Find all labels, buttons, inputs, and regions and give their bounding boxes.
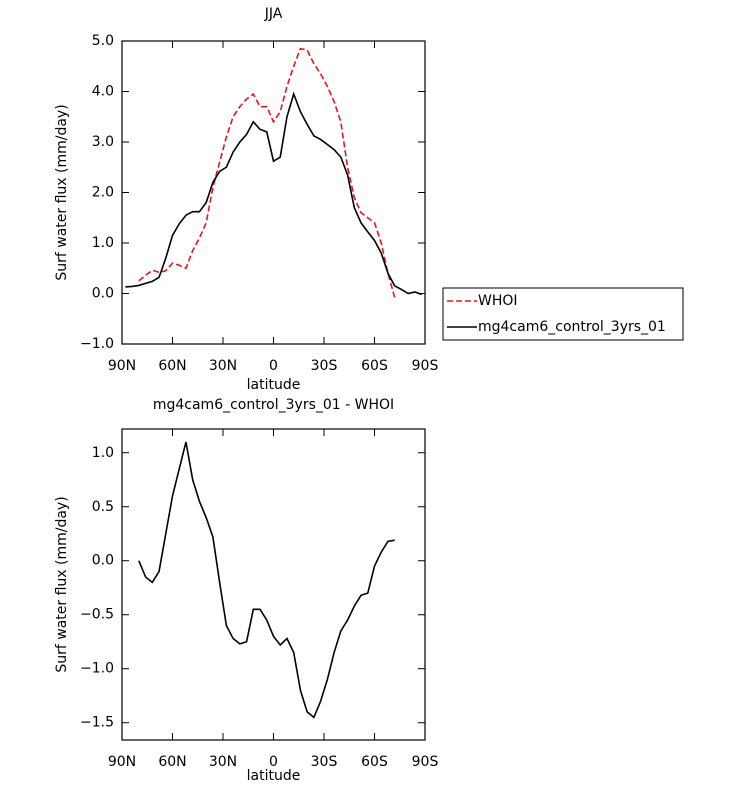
chart-title: JJA [264,6,283,22]
y-tick-label: 3.0 [92,134,114,150]
data-line [138,47,396,298]
x-tick-label: 0 [269,358,278,374]
plot-frame [121,40,426,345]
y-axis-label: Surf water flux (mm/day) [54,104,70,280]
x-tick-label: 60N [158,358,186,374]
x-tick-label: 30S [311,754,338,770]
x-tick-label: 90S [412,754,439,770]
data-line [138,441,395,719]
y-tick-label: −1.0 [80,661,114,677]
x-tick-label: 0 [269,754,278,770]
x-tick-label: 60N [158,754,186,770]
plot-frame [121,428,426,741]
y-tick-label: 2.0 [92,185,114,201]
y-tick-label: 1.0 [92,445,114,461]
x-axis-label: latitude [247,768,301,784]
x-tick-label: 90N [108,754,136,770]
y-tick-label: 4.0 [92,84,114,100]
y-tick-label: 0.0 [92,553,114,569]
x-tick-label: 30N [209,754,237,770]
x-tick-label: 60S [361,358,388,374]
y-tick-label: 1.0 [92,235,114,251]
y-tick-label: −1.0 [80,336,114,352]
x-tick-label: 60S [361,754,388,770]
chart-title: mg4cam6_control_3yrs_01 - WHOI [153,397,394,413]
x-tick-label: 30N [209,358,237,374]
data-line [125,91,422,296]
legend-label: mg4cam6_control_3yrs_01 [478,319,666,335]
y-tick-label: −1.5 [80,715,114,731]
y-tick-label: 0.5 [92,499,114,515]
x-axis-label: latitude [247,377,301,393]
x-tick-label: 90N [108,358,136,374]
y-tick-label: −0.5 [80,607,114,623]
legend-label: WHOI [478,293,518,309]
y-tick-label: 5.0 [92,33,114,49]
x-tick-label: 90S [412,358,439,374]
legend-box [442,287,684,341]
y-axis-label: Surf water flux (mm/day) [54,496,70,672]
y-tick-label: 0.0 [92,286,114,302]
x-tick-label: 30S [311,358,338,374]
